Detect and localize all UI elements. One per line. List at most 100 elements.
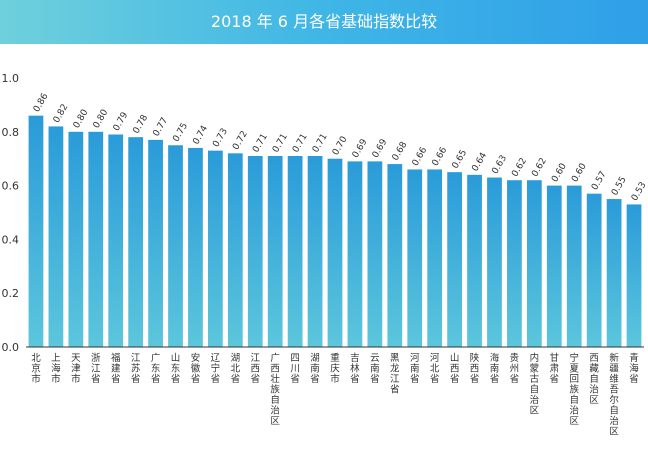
bar-value-label: 0.62 [530, 156, 549, 178]
bar [546, 185, 562, 347]
chart-title: 2018 年 6 月各省基础指数比较 [210, 12, 438, 31]
bar-value-label: 0.65 [451, 148, 470, 170]
bar [447, 172, 462, 347]
bar-value-label: 0.78 [132, 113, 151, 136]
x-category-label: 福建省 [111, 352, 121, 385]
x-category-label: 山西省 [450, 353, 460, 385]
x-category-label: 上海市 [51, 353, 61, 385]
bar-value-label: 0.71 [251, 132, 270, 154]
bar [188, 147, 203, 347]
x-category-label: 广东省 [151, 352, 161, 385]
x-category-label: 河北省 [430, 352, 440, 385]
bar-value-label: 0.77 [152, 116, 171, 138]
x-category-label: 云南省 [370, 353, 380, 385]
bar [487, 177, 502, 347]
bar [566, 185, 582, 347]
y-tick-label: 1.0 [2, 72, 20, 85]
bar-value-label: 0.80 [92, 108, 111, 131]
bar [586, 193, 602, 347]
bar [28, 115, 44, 347]
bar-value-label: 0.64 [470, 151, 489, 174]
bar-value-label: 0.66 [411, 145, 430, 168]
x-category-label: 江西省 [251, 353, 261, 385]
bar [148, 139, 163, 347]
y-tick-label: 0.8 [2, 126, 20, 139]
bar [227, 153, 243, 347]
x-category-label: 四川省 [290, 353, 300, 385]
bar-value-label: 0.62 [510, 156, 529, 178]
x-category-label: 北京市 [31, 353, 41, 385]
bar [467, 174, 482, 347]
bar-value-label: 0.71 [271, 132, 290, 154]
x-category-label: 陕西省 [470, 352, 480, 385]
x-category-label: 吉林省 [350, 353, 360, 385]
bar [88, 131, 104, 347]
bar-value-label: 0.82 [52, 103, 71, 125]
x-category-label: 广西壮族自治区 [270, 352, 280, 427]
bar-value-label: 0.73 [211, 127, 230, 149]
bar [507, 180, 522, 347]
bar-value-label: 0.79 [112, 110, 131, 133]
bar-value-label: 0.72 [231, 129, 250, 151]
x-category-label: 贵州省 [510, 352, 520, 385]
bar [68, 131, 84, 347]
bar [407, 169, 423, 347]
bar-value-label: 0.60 [550, 162, 569, 185]
bar [108, 134, 124, 347]
bar-value-label: 0.86 [32, 92, 51, 115]
bar-value-label: 0.75 [171, 121, 190, 143]
y-axis: 0.0 0.2 0.4 0.6 0.8 1.0 [2, 72, 20, 354]
x-axis: 北京市上海市天津市浙江省福建省江苏省广东省山东省安徽省辽宁省湖北省江西省广西壮族… [26, 346, 644, 438]
x-category-label: 青海省 [629, 352, 639, 385]
bar-value-label: 0.57 [590, 170, 609, 192]
y-tick-label: 0.6 [2, 180, 20, 193]
x-category-label: 湖南省 [310, 353, 320, 385]
bar-value-label: 0.55 [610, 175, 629, 197]
bar-value-label: 0.80 [72, 108, 91, 131]
x-category-label: 黑龙江省 [390, 353, 400, 396]
bar [347, 161, 363, 347]
bar [168, 145, 183, 347]
bar-value-label: 0.74 [191, 124, 210, 147]
bar [387, 164, 403, 347]
bar [208, 150, 223, 347]
x-category-label: 河南省 [410, 352, 420, 385]
bar-value-label: 0.66 [431, 145, 450, 168]
bar-value-label: 0.69 [371, 137, 390, 160]
bar [267, 156, 283, 347]
x-category-label: 内蒙古自治区 [530, 352, 540, 417]
bar-value-label: 0.71 [291, 132, 310, 154]
bar-value-label: 0.53 [630, 181, 648, 203]
x-category-label: 新疆维吾尔自治区 [609, 352, 619, 438]
bar-value-label: 0.69 [351, 137, 370, 160]
x-category-label: 辽宁省 [211, 352, 221, 385]
x-category-label: 西藏自治区 [589, 353, 599, 406]
bar [427, 169, 443, 347]
x-category-label: 重庆市 [330, 352, 340, 385]
bar [367, 161, 383, 347]
bar [247, 156, 263, 347]
x-category-label: 宁夏回族自治区 [569, 352, 579, 427]
bar-value-label: 0.63 [490, 154, 509, 176]
bar [526, 180, 542, 347]
bar [48, 126, 64, 347]
x-category-label: 山东省 [171, 353, 181, 385]
x-category-label: 甘肃省 [550, 352, 560, 385]
x-category-label: 安徽省 [191, 352, 201, 385]
bar [606, 199, 622, 347]
bar-value-label: 0.71 [311, 132, 330, 154]
title-banner: 2018 年 6 月各省基础指数比较 [0, 0, 648, 44]
y-tick-label: 0.0 [2, 341, 20, 354]
bar [327, 158, 343, 347]
bar [128, 137, 144, 347]
x-category-label: 天津市 [71, 353, 81, 385]
y-tick-label: 0.4 [2, 233, 20, 246]
bar [626, 204, 642, 347]
bar [307, 156, 323, 347]
x-category-label: 江苏省 [131, 353, 141, 385]
bar-value-label: 0.68 [391, 140, 410, 163]
x-category-label: 浙江省 [91, 352, 101, 385]
bar-value-label: 0.60 [570, 162, 589, 185]
bar [287, 156, 303, 347]
